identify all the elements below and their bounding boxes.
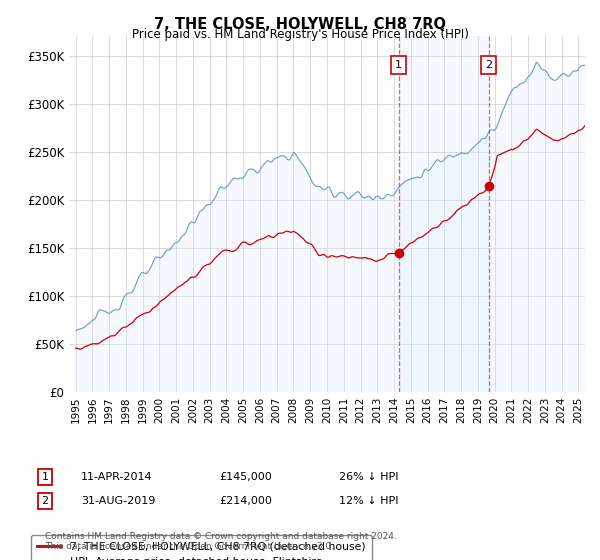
Text: 2: 2	[41, 496, 49, 506]
Bar	[398, 36, 489, 392]
Text: £214,000: £214,000	[219, 496, 272, 506]
Text: 11-APR-2014: 11-APR-2014	[81, 472, 152, 482]
Text: £145,000: £145,000	[219, 472, 272, 482]
Text: 7, THE CLOSE, HOLYWELL, CH8 7RQ: 7, THE CLOSE, HOLYWELL, CH8 7RQ	[154, 17, 446, 32]
Text: 26% ↓ HPI: 26% ↓ HPI	[339, 472, 398, 482]
Legend: 7, THE CLOSE, HOLYWELL, CH8 7RQ (detached house), HPI: Average price, detached h: 7, THE CLOSE, HOLYWELL, CH8 7RQ (detache…	[31, 535, 371, 560]
Text: Contains HM Land Registry data © Crown copyright and database right 2024.
This d: Contains HM Land Registry data © Crown c…	[45, 532, 397, 552]
Text: Price paid vs. HM Land Registry's House Price Index (HPI): Price paid vs. HM Land Registry's House …	[131, 28, 469, 41]
Text: 1: 1	[41, 472, 49, 482]
Text: 12% ↓ HPI: 12% ↓ HPI	[339, 496, 398, 506]
Text: 1: 1	[395, 60, 402, 70]
Text: 31-AUG-2019: 31-AUG-2019	[81, 496, 155, 506]
Text: 2: 2	[485, 60, 493, 70]
